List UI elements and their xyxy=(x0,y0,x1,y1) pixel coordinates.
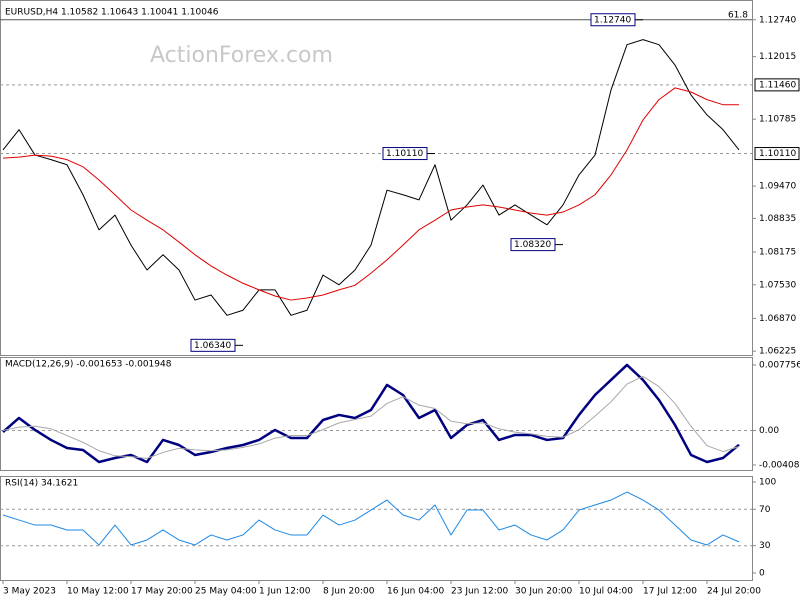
annotation-label: 1.08320 xyxy=(514,240,551,250)
rsi-panel xyxy=(0,476,753,581)
price-panel xyxy=(0,0,753,356)
x-tick-label: 17 Jul 12:00 xyxy=(643,587,697,597)
series-line xyxy=(2,375,740,459)
x-tick-label: 3 May 2023 xyxy=(3,587,56,597)
macd-panel xyxy=(0,357,753,471)
annotation-label: 1.10110 xyxy=(386,149,423,159)
x-tick-label: 1 Jun 12:00 xyxy=(259,587,311,597)
annotation-box xyxy=(590,13,636,27)
y-tick-label: -0.004086 xyxy=(759,460,800,470)
watermark: ActionForex.com xyxy=(150,43,333,68)
annotation-label: 1.06340 xyxy=(194,341,231,351)
x-tick-label: 30 Jun 20:00 xyxy=(515,587,572,597)
y-tick-label: 1.06225 xyxy=(759,347,796,357)
annotation-label: 1.12740 xyxy=(594,15,631,25)
y-tick-label: 30 xyxy=(759,541,771,551)
level-label: 1.11460 xyxy=(759,80,796,90)
annotation-box xyxy=(190,338,236,352)
y-tick-label: 1.07530 xyxy=(759,280,796,290)
x-tick-label: 10 May 12:00 xyxy=(67,587,129,597)
level-label-box xyxy=(754,78,800,92)
x-tick-label: 10 Jul 04:00 xyxy=(579,587,633,597)
y-tick-label: 1.08175 xyxy=(759,247,796,257)
x-tick-label: 25 May 04:00 xyxy=(195,587,257,597)
x-tick-label: 17 May 20:00 xyxy=(131,587,193,597)
y-tick-label: 70 xyxy=(759,505,771,515)
level-label: 1.10110 xyxy=(759,149,796,159)
y-tick-label: 1.12740 xyxy=(759,15,796,25)
x-tick-label: 24 Jul 20:00 xyxy=(707,587,761,597)
panel-title: RSI(14) 34.1621 xyxy=(5,479,78,489)
y-tick-label: 1.06870 xyxy=(759,314,796,324)
y-tick-label: 100 xyxy=(759,478,776,488)
series-line xyxy=(2,39,740,316)
panel-title: EURUSD,H4 1.10582 1.10643 1.10041 1.1004… xyxy=(5,8,219,18)
level-name: 61.8 xyxy=(728,10,748,20)
series-line xyxy=(2,87,739,301)
panel-title: MACD(12,26,9) -0.001653 -0.001948 xyxy=(5,360,172,370)
y-tick-label: 0.00 xyxy=(759,426,779,436)
x-tick-label: 16 Jun 04:00 xyxy=(387,587,444,597)
y-tick-label: 1.10785 xyxy=(759,115,796,125)
x-tick-label: 8 Jun 20:00 xyxy=(323,587,375,597)
y-tick-label: 1.12015 xyxy=(759,52,796,62)
y-tick-label: 0 xyxy=(759,568,765,578)
y-tick-label: 1.09470 xyxy=(759,182,796,192)
x-tick-label: 23 Jun 12:00 xyxy=(451,587,508,597)
y-tick-label: 0.007756 xyxy=(759,360,800,370)
annotation-box xyxy=(510,238,556,252)
y-tick-label: 1.08835 xyxy=(759,214,796,224)
level-label-box xyxy=(754,147,800,161)
annotation-box xyxy=(382,147,428,161)
series-line xyxy=(2,491,740,546)
